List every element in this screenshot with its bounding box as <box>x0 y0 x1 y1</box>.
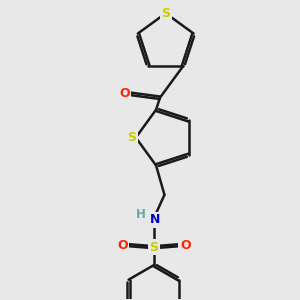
Text: H: H <box>135 208 145 221</box>
Text: O: O <box>119 87 130 100</box>
Text: S: S <box>127 131 136 144</box>
Text: S: S <box>149 241 158 254</box>
Text: N: N <box>150 214 160 226</box>
Text: O: O <box>180 238 191 252</box>
Text: O: O <box>117 238 128 252</box>
Text: S: S <box>161 7 170 20</box>
